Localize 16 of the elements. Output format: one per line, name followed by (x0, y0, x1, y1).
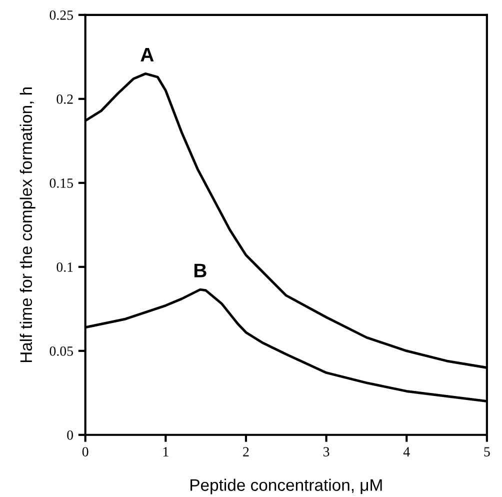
y-tick-label: 0.1 (56, 262, 73, 272)
y-tick-label: 0.25 (50, 10, 73, 20)
x-tick-label: 4 (403, 447, 410, 456)
x-tick-label: 0 (82, 447, 88, 456)
x-tick-label: 1 (163, 447, 168, 456)
y-axis-title: Half time for the complex formation, h (20, 87, 36, 362)
annotation: B (194, 264, 206, 278)
annotation: A (140, 48, 154, 62)
y-tick-label: 0 (67, 430, 74, 440)
x-tick-label: 5 (484, 447, 490, 456)
y-tick-label: 0.15 (50, 178, 73, 188)
y-tick-label: 0.2 (56, 94, 73, 104)
x-axis-title: Peptide concentration, μM (190, 478, 382, 494)
y-tick-label: 0.05 (50, 346, 73, 356)
x-tick-label: 3 (323, 447, 330, 456)
x-tick-label: 2 (243, 447, 249, 456)
